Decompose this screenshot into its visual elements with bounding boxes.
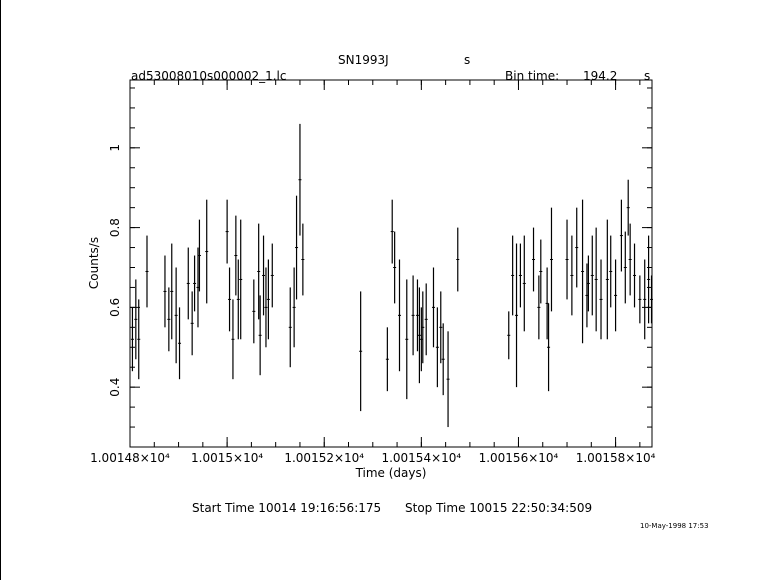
bin-time-value: 194.2 — [583, 69, 617, 83]
axis-ticks — [129, 80, 652, 447]
bin-time-unit: s — [644, 69, 650, 83]
x-tick-labels: 1.00148×10⁴ 1.0015×10⁴ 1.00152×10⁴ 1.00154×… — [90, 451, 656, 465]
x-tick-label: 1.00152×10⁴ — [284, 451, 364, 465]
chart-title-suffix: s — [464, 53, 470, 67]
x-axis-label: Time (days) — [355, 466, 427, 480]
x-tick-label: 1.00156×10⁴ — [479, 451, 559, 465]
left-border — [0, 0, 1, 580]
plot-frame — [129, 79, 653, 448]
y-tick-label: 1 — [108, 144, 122, 152]
y-axis-label: Counts/s — [87, 237, 101, 289]
chart-title: SN1993J — [338, 53, 389, 67]
y-tick-labels: 0.4 0.6 0.8 1 — [108, 144, 122, 397]
x-tick-label: 1.00158×10⁴ — [576, 451, 656, 465]
start-time: Start Time 10014 19:16:56:175 — [192, 501, 381, 515]
y-tick-label: 0.6 — [108, 298, 122, 317]
data-points — [130, 123, 654, 428]
y-tick-label: 0.8 — [108, 218, 122, 237]
x-tick-label: 1.00148×10⁴ — [90, 451, 170, 465]
bin-time-label: Bin time: — [505, 69, 559, 83]
y-tick-label: 0.4 — [108, 378, 122, 397]
date-stamp: 10-May-1998 17:53 — [640, 522, 709, 530]
x-tick-label: 1.0015×10⁴ — [191, 451, 263, 465]
x-tick-label: 1.00154×10⁴ — [381, 451, 461, 465]
stop-time: Stop Time 10015 22:50:34:509 — [405, 501, 592, 515]
